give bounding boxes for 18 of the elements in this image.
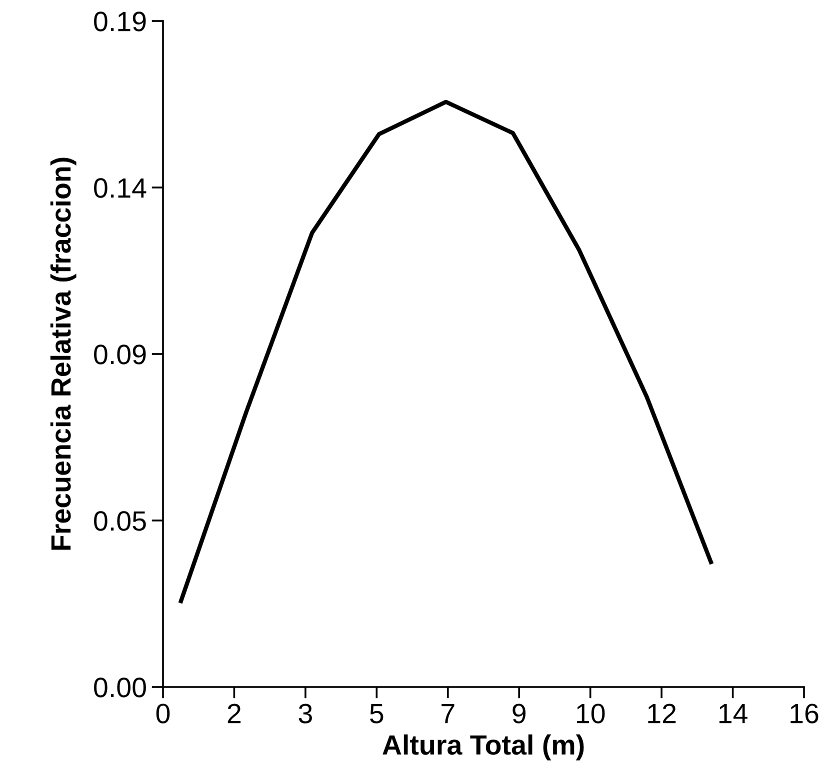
x-axis-title: Altura Total (m) <box>382 734 584 760</box>
y-axis-title: Frecuencia Relativa (fraccion) <box>50 158 76 550</box>
x-tick-label: 5 <box>370 704 384 724</box>
x-tick-label: 3 <box>298 704 312 724</box>
x-tick-label: 12 <box>648 704 676 724</box>
y-tick-label: 0.05 <box>94 511 146 531</box>
y-tick-label: 0.00 <box>94 678 146 698</box>
x-tick-label: 14 <box>719 704 748 724</box>
y-tick-label: 0.19 <box>94 12 146 32</box>
y-tick-label: 0.09 <box>94 344 146 364</box>
x-tick-label: 9 <box>512 704 526 724</box>
x-tick-label: 2 <box>228 704 241 724</box>
x-tick-label: 7 <box>442 704 454 724</box>
x-tick-label: 0 <box>156 704 170 724</box>
y-tick-label: 0.14 <box>94 178 146 198</box>
x-tick-label: 10 <box>577 704 605 724</box>
x-tick-label: 16 <box>790 704 818 724</box>
line-series <box>178 100 713 604</box>
